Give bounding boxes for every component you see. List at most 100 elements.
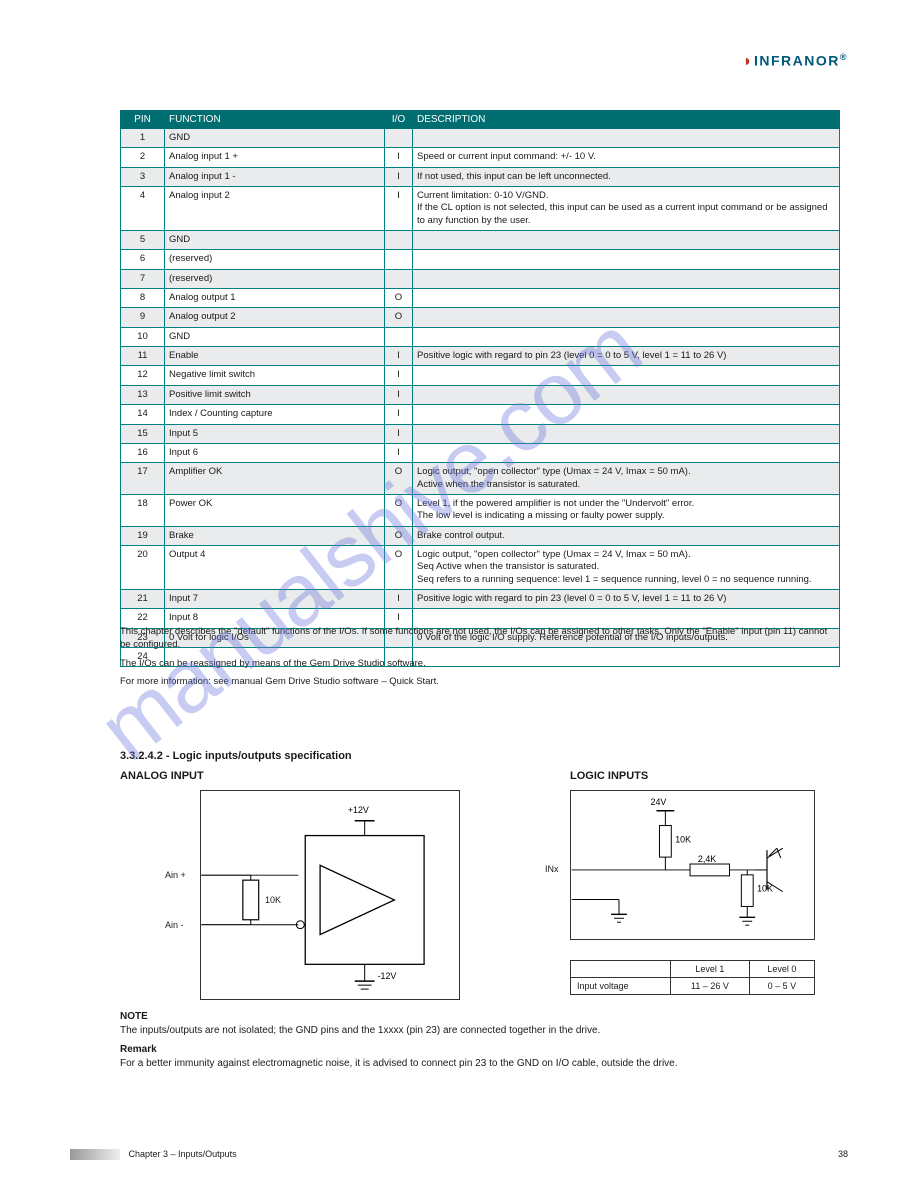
remark-bold: Remark: [120, 1044, 157, 1055]
brand-reg: ®: [840, 52, 848, 62]
cell-desc: [413, 327, 840, 346]
table-row: 1GND: [121, 129, 840, 148]
table-row: 5GND: [121, 231, 840, 250]
vm-label: -12V: [378, 971, 397, 981]
cell-desc: [413, 231, 840, 250]
cell-pin: 18: [121, 494, 165, 526]
table-row: 7(reserved): [121, 269, 840, 288]
cell-pin: 11: [121, 347, 165, 366]
table-row: 6(reserved): [121, 250, 840, 269]
table-row: 10GND: [121, 327, 840, 346]
table-row: 11EnableIPositive logic with regard to p…: [121, 347, 840, 366]
cell-io: I: [385, 589, 413, 608]
table-row: 8Analog output 1O: [121, 289, 840, 308]
cell-function: Input 7: [165, 589, 385, 608]
table-row: 17Amplifier OKOLogic output, "open colle…: [121, 463, 840, 495]
cell-desc: [413, 129, 840, 148]
pin-table-body: 1GND2Analog input 1 +ISpeed or current i…: [121, 129, 840, 667]
cell-function: Input 6: [165, 443, 385, 462]
cell-function: GND: [165, 327, 385, 346]
vp-label: +12V: [348, 805, 369, 815]
cell-desc: Speed or current input command: +/- 10 V…: [413, 148, 840, 167]
cell-function: Power OK: [165, 494, 385, 526]
analog-input-diagram: +12V -12V: [200, 790, 460, 1000]
cell-pin: 15: [121, 424, 165, 443]
table-row: 9Analog output 2O: [121, 308, 840, 327]
cell-io: O: [385, 545, 413, 589]
cell-io: I: [385, 443, 413, 462]
cell-io: O: [385, 494, 413, 526]
table-row: 4Analog input 2ICurrent limitation: 0-10…: [121, 187, 840, 231]
cell-desc: [413, 269, 840, 288]
lt-r2c3: 0 – 5 V: [749, 978, 814, 995]
cell-pin: 14: [121, 405, 165, 424]
table-row: 12Negative limit switchI: [121, 366, 840, 385]
cell-desc: [413, 385, 840, 404]
cell-function: Analog input 1 -: [165, 167, 385, 186]
cell-pin: 9: [121, 308, 165, 327]
cell-function: Index / Counting capture: [165, 405, 385, 424]
cell-io: [385, 327, 413, 346]
page-footer: Chapter 3 – Inputs/Outputs 38: [70, 1149, 848, 1160]
svg-text:24V: 24V: [651, 797, 667, 807]
table-row: 13Positive limit switchI: [121, 385, 840, 404]
table-row: 16Input 6I: [121, 443, 840, 462]
logic-input-diagram: 24V 10K 2,4K 10K: [570, 790, 815, 940]
cell-function: Analog input 2: [165, 187, 385, 231]
cell-pin: 10: [121, 327, 165, 346]
svg-text:10K: 10K: [757, 884, 773, 894]
cell-desc: [413, 405, 840, 424]
cell-pin: 7: [121, 269, 165, 288]
cell-pin: 1: [121, 129, 165, 148]
cell-desc: Logic output, "open collector" type (Uma…: [413, 463, 840, 495]
table-row: 21Input 7IPositive logic with regard to …: [121, 589, 840, 608]
pin-table: PIN FUNCTION I/O DESCRIPTION 1GND2Analog…: [120, 110, 840, 667]
cell-pin: 19: [121, 526, 165, 545]
cell-desc: [413, 443, 840, 462]
cell-io: I: [385, 385, 413, 404]
cell-function: Amplifier OK: [165, 463, 385, 495]
table-row: 15Input 5I: [121, 424, 840, 443]
cell-function: Output 4: [165, 545, 385, 589]
lt-r1c1: [571, 961, 671, 978]
heading-logic: LOGIC INPUTS: [570, 770, 648, 782]
th-io: I/O: [385, 111, 413, 129]
cell-pin: 12: [121, 366, 165, 385]
cell-pin: 17: [121, 463, 165, 495]
cell-desc: [413, 289, 840, 308]
table-row: 3Analog input 1 -IIf not used, this inpu…: [121, 167, 840, 186]
cell-desc: [413, 424, 840, 443]
section-notes: This chapter describes the "default" fun…: [120, 625, 840, 693]
cell-pin: 16: [121, 443, 165, 462]
table-row: 20Output 4OLogic output, "open collector…: [121, 545, 840, 589]
lt-r2c2: 11 – 26 V: [671, 978, 750, 995]
lt-r1c2: Level 1: [671, 961, 750, 978]
cell-function: Positive limit switch: [165, 385, 385, 404]
note-p3: For more information: see manual Gem Dri…: [120, 675, 840, 688]
cell-io: [385, 129, 413, 148]
lt-r1c3: Level 0: [749, 961, 814, 978]
inx-label: INx: [545, 864, 559, 874]
cell-function: (reserved): [165, 269, 385, 288]
logo-icon: ◗: [743, 53, 754, 70]
cell-pin: 3: [121, 167, 165, 186]
cell-io: I: [385, 405, 413, 424]
cell-desc: Level 1, if the powered amplifier is not…: [413, 494, 840, 526]
th-desc: DESCRIPTION: [413, 111, 840, 129]
table-row: 18Power OKOLevel 1, if the powered ampli…: [121, 494, 840, 526]
note-p1: This chapter describes the "default" fun…: [120, 625, 840, 652]
cell-io: I: [385, 347, 413, 366]
cell-io: O: [385, 308, 413, 327]
cell-function: Input 5: [165, 424, 385, 443]
th-pin: PIN: [121, 111, 165, 129]
cell-io: [385, 250, 413, 269]
cell-io: I: [385, 167, 413, 186]
cell-function: (reserved): [165, 250, 385, 269]
cell-function: GND: [165, 129, 385, 148]
brand-logo: ◗INFRANOR®: [743, 52, 848, 71]
cell-pin: 20: [121, 545, 165, 589]
cell-pin: 8: [121, 289, 165, 308]
ain-minus: Ain -: [165, 920, 184, 931]
opto-p2: For a better immunity against electromag…: [120, 1058, 678, 1069]
cell-io: O: [385, 289, 413, 308]
